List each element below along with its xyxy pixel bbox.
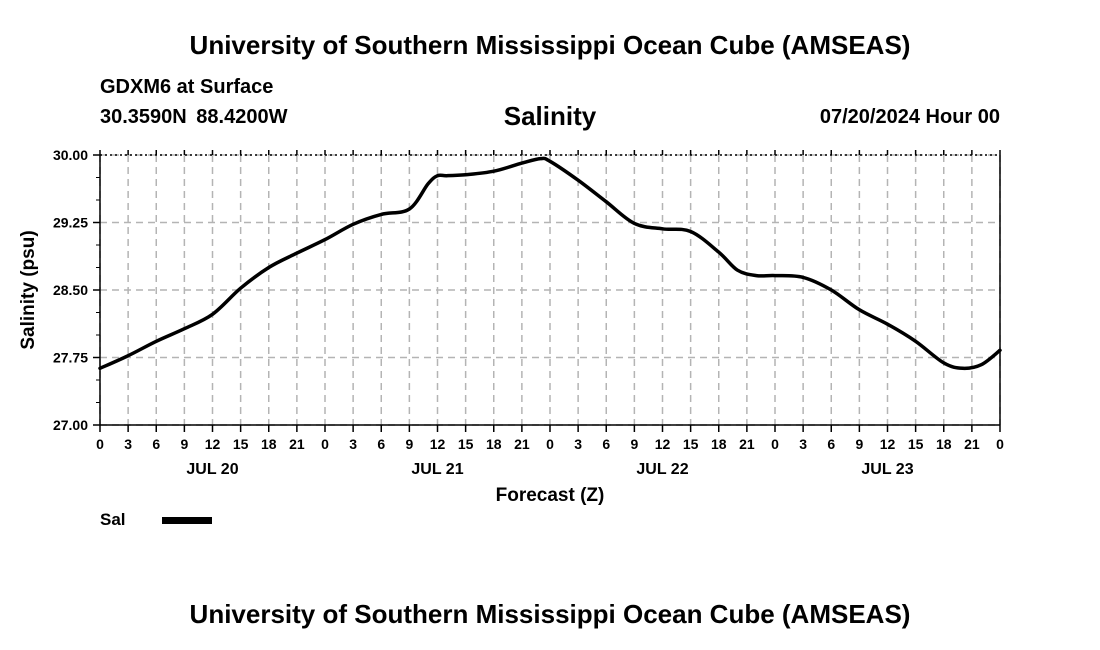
legend-line-swatch bbox=[162, 517, 212, 524]
y-axis-label: Salinity (psu) bbox=[18, 230, 39, 349]
x-tick-label: 12 bbox=[880, 436, 896, 452]
x-tick-label: 18 bbox=[936, 436, 952, 452]
x-tick-label: 6 bbox=[827, 436, 835, 452]
station-coordinates: 30.3590N 88.4200W bbox=[100, 106, 288, 128]
x-tick-label: 12 bbox=[205, 436, 221, 452]
x-tick-label: 21 bbox=[514, 436, 530, 452]
x-tick-label: 12 bbox=[430, 436, 446, 452]
chart-title: Salinity bbox=[503, 101, 597, 131]
report-title: University of Southern Mississippi Ocean… bbox=[189, 30, 911, 60]
x-day-label: JUL 22 bbox=[636, 461, 688, 478]
x-tick-label: 6 bbox=[377, 436, 385, 452]
x-tick-label: 15 bbox=[908, 436, 924, 452]
axes: 27.00 27.75 28.50 29.25 30.00 0 3 6 9 12 15 18 21 0 3 6… bbox=[53, 147, 1004, 478]
axis-labels: Salinity (psu) Forecast (Z) bbox=[18, 230, 604, 506]
forecast-datetime: 07/20/2024 Hour 00 bbox=[819, 106, 1000, 128]
x-tick-label: 21 bbox=[289, 436, 305, 452]
x-tick-label: 3 bbox=[349, 436, 357, 452]
station-label: GDXM6 at Surface bbox=[100, 76, 274, 98]
x-day-label: JUL 20 bbox=[186, 461, 238, 478]
x-tick-label: 21 bbox=[964, 436, 980, 452]
x-tick-label: 0 bbox=[321, 436, 329, 452]
x-tick-label: 9 bbox=[630, 436, 638, 452]
y-tick-label: 30.00 bbox=[53, 147, 88, 163]
x-day-label: JUL 23 bbox=[861, 461, 913, 478]
x-tick-label: 6 bbox=[602, 436, 610, 452]
x-tick-label: 15 bbox=[233, 436, 249, 452]
x-tick-label: 0 bbox=[996, 436, 1004, 452]
grid-lines bbox=[99, 154, 1001, 426]
y-tick-label: 27.00 bbox=[53, 417, 88, 433]
x-tick-label: 21 bbox=[739, 436, 755, 452]
x-day-label: JUL 21 bbox=[411, 461, 463, 478]
x-tick-label: 3 bbox=[799, 436, 807, 452]
x-tick-label: 12 bbox=[655, 436, 671, 452]
x-tick-label: 9 bbox=[855, 436, 863, 452]
x-tick-label: 6 bbox=[152, 436, 160, 452]
series-layer bbox=[98, 156, 1002, 371]
legend-label: Sal bbox=[100, 510, 126, 529]
x-axis-label: Forecast (Z) bbox=[496, 485, 605, 506]
footer-title: University of Southern Mississippi Ocean… bbox=[189, 599, 911, 629]
x-tick-label: 3 bbox=[574, 436, 582, 452]
x-tick-label: 18 bbox=[711, 436, 727, 452]
series-line-salinity bbox=[98, 156, 1002, 371]
x-tick-label: 0 bbox=[96, 436, 104, 452]
x-tick-label: 18 bbox=[261, 436, 277, 452]
x-tick-label: 15 bbox=[683, 436, 699, 452]
y-tick-label: 27.75 bbox=[53, 350, 88, 366]
x-tick-label: 15 bbox=[458, 436, 474, 452]
x-tick-label: 0 bbox=[771, 436, 779, 452]
x-tick-label: 0 bbox=[546, 436, 554, 452]
x-tick-label: 9 bbox=[405, 436, 413, 452]
x-tick-label: 18 bbox=[486, 436, 502, 452]
y-tick-label: 28.50 bbox=[53, 282, 88, 298]
x-tick-label: 3 bbox=[124, 436, 132, 452]
x-tick-label: 9 bbox=[180, 436, 188, 452]
y-tick-label: 29.25 bbox=[53, 215, 88, 231]
